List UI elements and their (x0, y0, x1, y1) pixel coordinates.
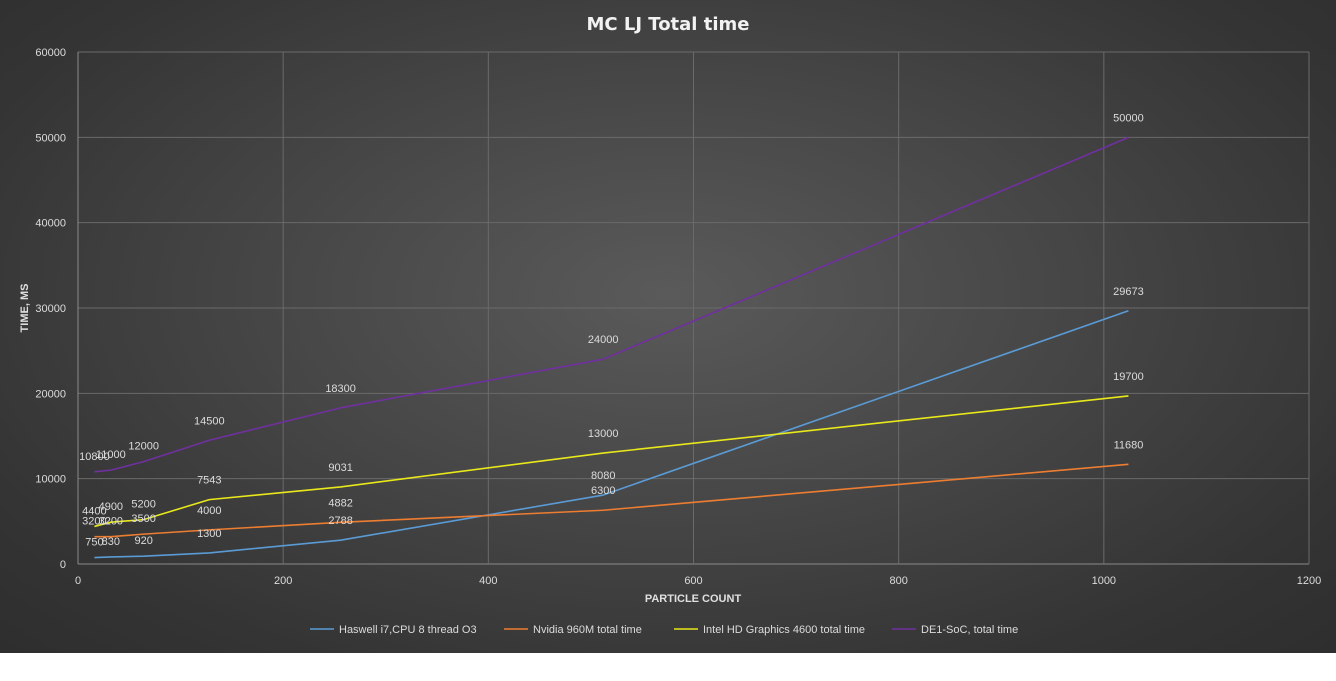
series-lines (94, 136, 1129, 559)
data-label: 9031 (328, 462, 352, 474)
data-label: 830 (102, 536, 120, 548)
chart-title: MC LJ Total time (586, 14, 749, 35)
x-tick-label: 400 (479, 575, 497, 587)
y-tick-label: 40000 (35, 218, 66, 230)
data-label: 6300 (591, 485, 615, 497)
data-label: 11000 (96, 449, 126, 461)
gridlines (77, 51, 1310, 565)
y-tick-label: 0 (60, 559, 66, 571)
data-label: 920 (134, 535, 152, 547)
line-chart: MC LJ Total time 01000020000300004000050… (19, 14, 1321, 636)
data-label: 10800 (79, 451, 110, 463)
y-tick-label: 10000 (35, 474, 66, 486)
x-axis-title: PARTICLE COUNT (645, 593, 742, 605)
legend-item-1: Haswell i7,CPU 8 thread O3 (310, 624, 477, 636)
data-label: 4900 (99, 501, 123, 513)
legend: Haswell i7,CPU 8 thread O3 Nvidia 960M to… (310, 624, 1018, 636)
data-label: 12000 (128, 441, 159, 453)
data-label: 5200 (131, 499, 155, 511)
data-label: 750 (85, 537, 103, 549)
y-axis-title: TIME, MS (19, 284, 31, 333)
data-label: 4882 (328, 497, 352, 509)
data-label: 7543 (197, 475, 221, 487)
data-label: 4400 (82, 505, 106, 517)
legend-item-2: Nvidia 960M total time (504, 624, 642, 636)
data-label: 13000 (588, 428, 619, 440)
series-line-4 (94, 136, 1129, 473)
legend-item-4: DE1-SoC, total time (892, 624, 1018, 636)
axis-ticks: 0 10000 20000 30000 40000 50000 60000 0 200 400 60… (35, 47, 1321, 587)
data-label: 2788 (328, 515, 352, 527)
data-label: 3200 (82, 516, 106, 528)
x-tick-label: 1200 (1297, 575, 1321, 587)
y-tick-label: 30000 (35, 303, 66, 315)
series-line-3 (94, 395, 1129, 528)
data-label: 11680 (1114, 439, 1144, 451)
x-tick-label: 1000 (1092, 575, 1116, 587)
data-label: 29673 (1113, 286, 1144, 298)
y-tick-label: 60000 (35, 47, 66, 59)
data-label: 1300 (197, 528, 221, 540)
legend-label: Nvidia 960M total time (533, 624, 642, 636)
legend-label: DE1-SoC, total time (921, 624, 1018, 636)
data-label: 3200 (99, 516, 123, 528)
data-label: 50000 (1113, 112, 1144, 124)
data-label: 18300 (325, 383, 356, 395)
data-label: 24000 (588, 334, 619, 346)
data-label: 19700 (1113, 371, 1144, 383)
data-label: 4000 (197, 505, 221, 517)
legend-item-3: Intel HD Graphics 4600 total time (674, 624, 865, 636)
x-tick-label: 0 (75, 575, 81, 587)
x-tick-label: 800 (889, 575, 907, 587)
y-tick-label: 20000 (35, 388, 66, 400)
legend-label: Haswell i7,CPU 8 thread O3 (339, 624, 477, 636)
y-tick-label: 50000 (35, 132, 66, 144)
series-line-2 (94, 463, 1129, 538)
data-label: 8080 (591, 470, 615, 482)
chart-area: MC LJ Total time 0 10000 20000 30000 40000 50… (0, 0, 1336, 653)
series-line-1 (94, 310, 1129, 559)
data-label: 3500 (131, 513, 155, 525)
x-tick-label: 200 (274, 575, 292, 587)
legend-label: Intel HD Graphics 4600 total time (703, 624, 865, 636)
data-label: 14500 (194, 415, 225, 427)
x-tick-label: 600 (684, 575, 702, 587)
